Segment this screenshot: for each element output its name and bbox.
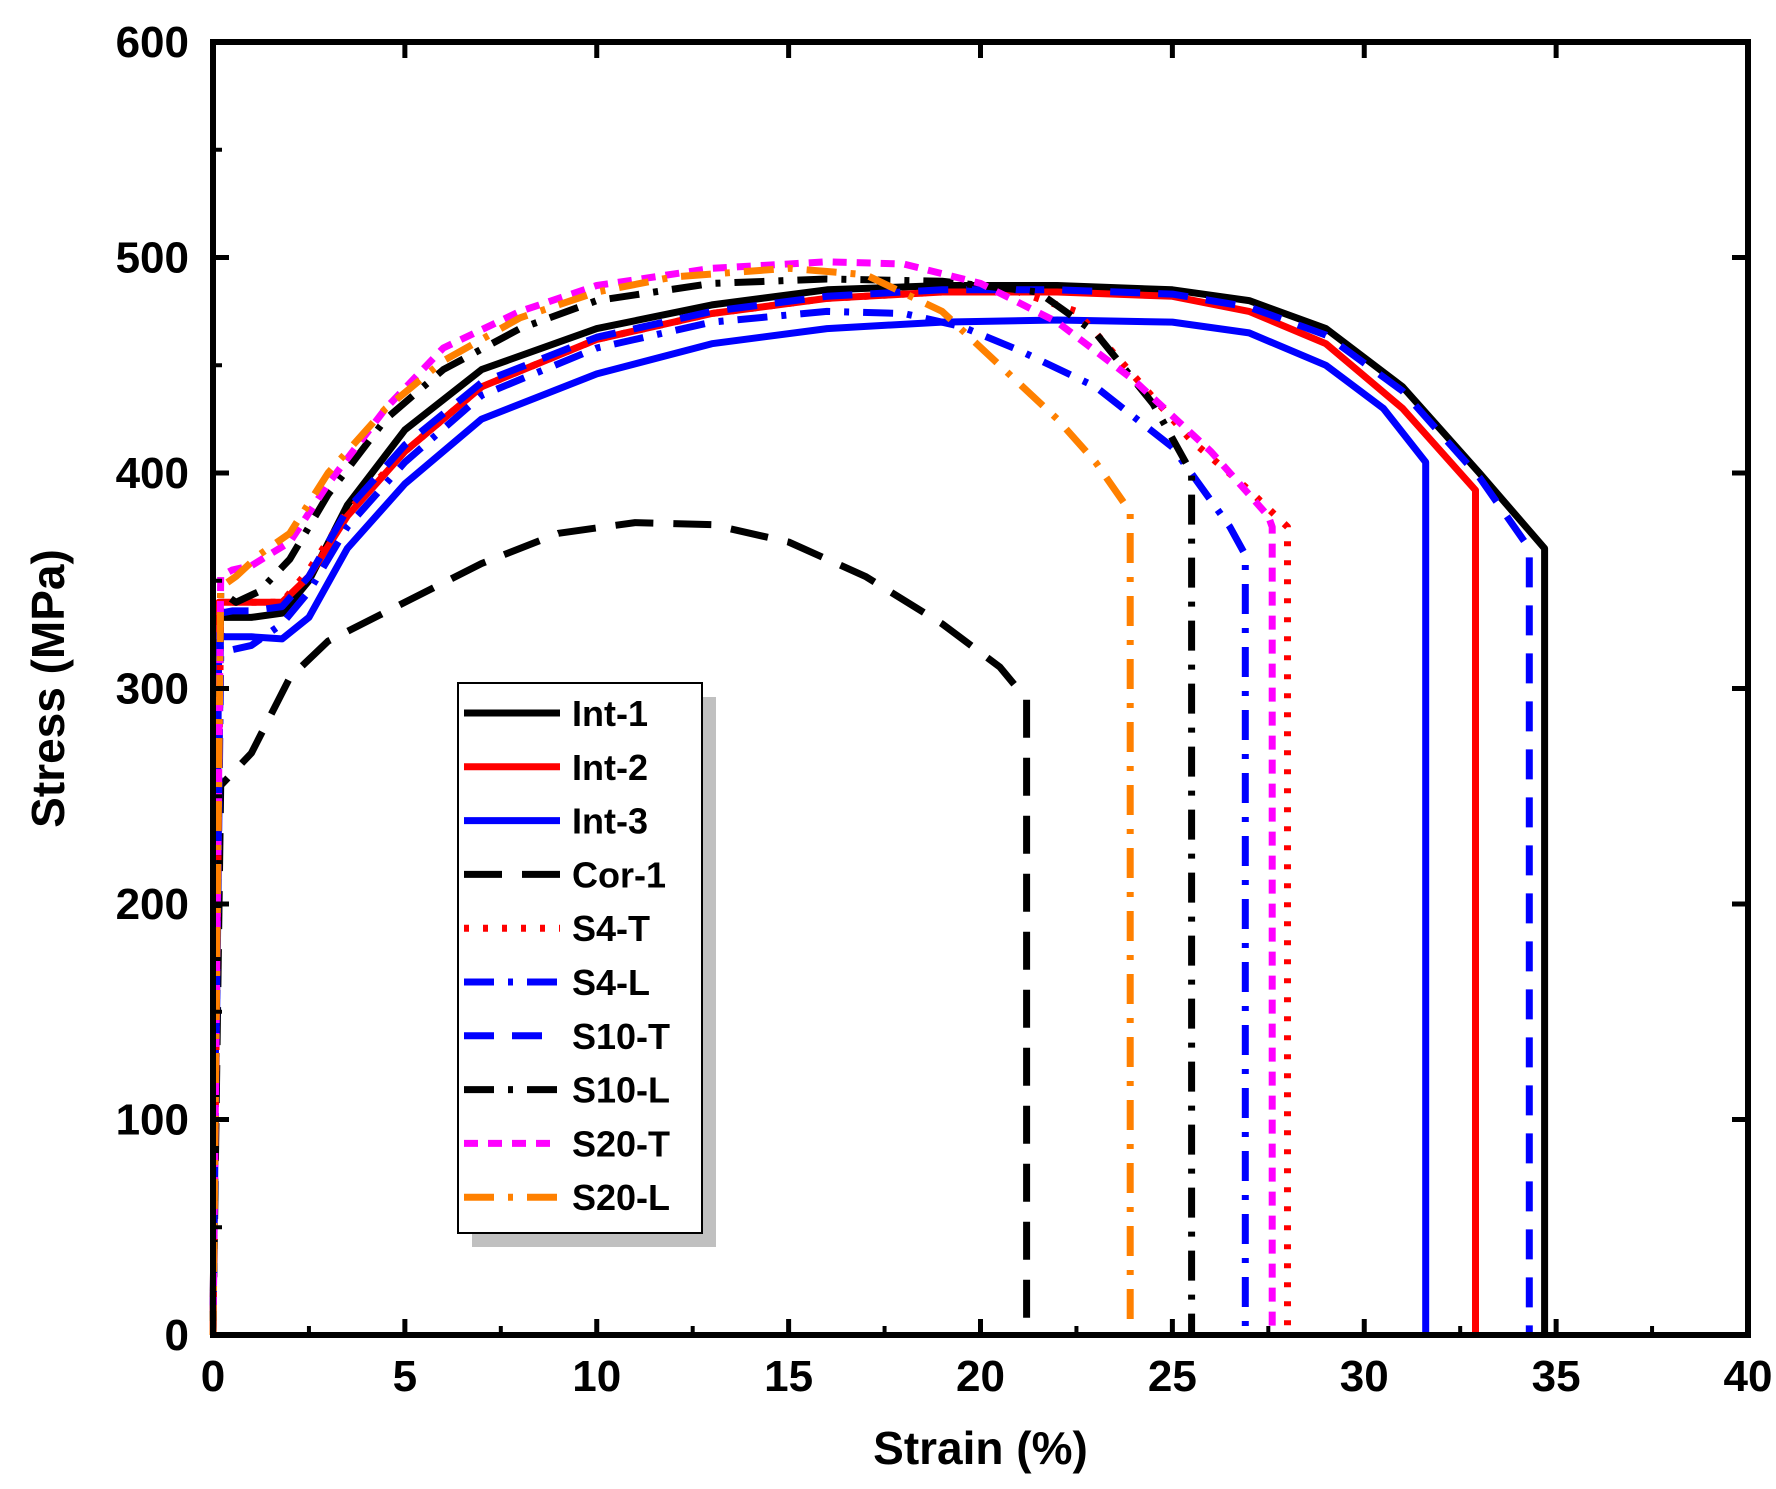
x-tick-label: 35 xyxy=(1532,1352,1581,1401)
y-tick-label: 400 xyxy=(116,449,189,498)
legend: Int-1 Int-2 Int-3 Cor-1 S4-T S4-L S10-T S10-L S2… xyxy=(457,682,703,1234)
y-tick-label: 200 xyxy=(116,880,189,929)
series-line-s20-t xyxy=(209,258,1276,1336)
legend-label: Int-2 xyxy=(572,747,648,788)
y-tick-label: 300 xyxy=(116,665,189,714)
series-line-int-3 xyxy=(209,316,1430,1336)
series-layer xyxy=(209,258,1549,1336)
y-tick-label: 100 xyxy=(116,1096,189,1145)
y-tick-label: 0 xyxy=(165,1311,189,1360)
series-line-cor-1 xyxy=(209,519,1031,1336)
x-tick-label: 30 xyxy=(1340,1352,1389,1401)
y-axis-title: Stress (MPa) xyxy=(22,549,74,828)
legend-label: S10-L xyxy=(572,1070,670,1111)
x-tick-label: 10 xyxy=(572,1352,621,1401)
plot-frame xyxy=(210,39,1751,1338)
legend-label: S4-L xyxy=(572,962,650,1003)
x-tick-label: 25 xyxy=(1148,1352,1197,1401)
legend-label: S4-T xyxy=(572,908,650,949)
legend-label: S10-T xyxy=(572,1016,670,1057)
x-tick-label: 20 xyxy=(956,1352,1005,1401)
series-line-int-1 xyxy=(209,282,1549,1336)
axes-layer xyxy=(210,39,1751,1338)
series-line-s4-l xyxy=(209,307,1249,1336)
legend-label: Cor-1 xyxy=(572,854,666,895)
x-tick-label: 40 xyxy=(1724,1352,1773,1401)
y-tick-label: 500 xyxy=(116,234,189,283)
legend-label: S20-T xyxy=(572,1123,670,1164)
series-line-s10-l xyxy=(209,275,1196,1336)
legend-label: Int-3 xyxy=(572,801,648,842)
x-tick-label: 5 xyxy=(393,1352,417,1401)
x-tick-label: 0 xyxy=(201,1352,225,1401)
y-tick-label: 600 xyxy=(116,18,189,67)
legend-label: Int-1 xyxy=(572,693,648,734)
x-axis-title: Strain (%) xyxy=(873,1422,1088,1474)
x-tick-label: 15 xyxy=(764,1352,813,1401)
legend-label: S20-L xyxy=(572,1177,670,1218)
series-line-s4-t xyxy=(209,288,1291,1336)
